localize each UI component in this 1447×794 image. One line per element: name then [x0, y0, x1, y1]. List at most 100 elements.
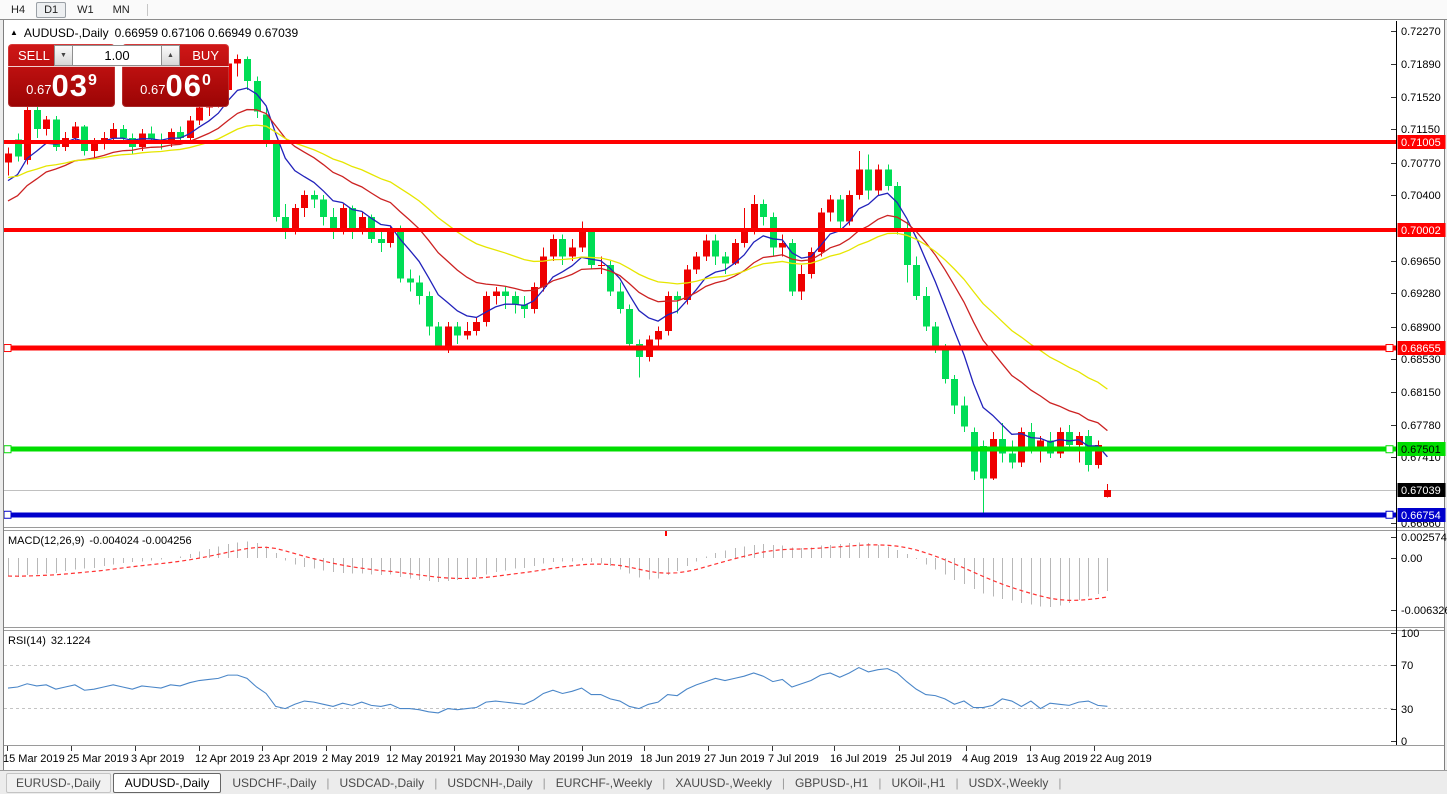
price-marker-label: 0.70002: [1401, 225, 1441, 237]
macd-tick-label: 0.00: [1401, 553, 1422, 565]
date-tick-label: 18 Jun 2019: [640, 753, 701, 765]
toolbar-separator: [146, 3, 148, 16]
price-tick-label: 0.67780: [1401, 420, 1441, 432]
date-tick-label: 12 Apr 2019: [195, 753, 254, 765]
chart-tab-eurusd-daily[interactable]: EURUSD-,Daily: [6, 773, 111, 793]
chart-tab-xauusd-weekly[interactable]: XAUUSD-,Weekly: [675, 776, 772, 790]
chart-tab-usdx-weekly[interactable]: USDX-,Weekly: [968, 776, 1049, 790]
volume-stepper: ▼ 1.00 ▲: [54, 45, 180, 66]
rsi-tick-label: 30: [1401, 704, 1413, 716]
price-tick-label: 0.69650: [1401, 256, 1441, 268]
macd-spike-mark: [665, 531, 667, 536]
chart-tab-usdchf-daily[interactable]: USDCHF-,Daily: [232, 776, 317, 790]
date-tick-label: 23 Apr 2019: [258, 753, 317, 765]
tab-separator: |: [781, 776, 785, 790]
price-tick-label: 0.70400: [1401, 190, 1441, 202]
sell-button-label: SELL: [18, 47, 50, 63]
date-tick-label: 4 Aug 2019: [962, 753, 1018, 765]
hline-handle[interactable]: [4, 445, 12, 454]
buy-price: 0.67 06 0: [122, 67, 229, 102]
chart-tab-gbpusd-h1[interactable]: GBPUSD-,H1: [794, 776, 869, 790]
hline-0.67501[interactable]: [4, 446, 1396, 452]
macd-indicator-label: MACD(12,26,9) -0.004024 -0.004256: [8, 535, 192, 547]
timeframe-h4-button[interactable]: H4: [11, 3, 26, 16]
collapse-panel-icon[interactable]: ▲: [10, 28, 18, 37]
tab-separator: |: [955, 776, 959, 790]
hline-handle[interactable]: [4, 344, 12, 353]
price-tick-label: 0.69280: [1401, 288, 1441, 300]
macd-tick-label: 0.002574: [1401, 532, 1447, 544]
buy-price-pip-digit: 0: [201, 72, 211, 89]
rsi-line: [7, 666, 1108, 714]
price-tick-label: 0.68150: [1401, 387, 1441, 399]
chart-ohlc-values: 0.66959 0.67106 0.66949 0.67039: [114, 26, 299, 40]
date-tick-label: 9 Jun 2019: [578, 753, 632, 765]
chart-tab-usdcad-daily[interactable]: USDCAD-,Daily: [339, 776, 425, 790]
sell-price: 0.67 03 9: [8, 67, 115, 102]
price-marker-label: 0.67039: [1401, 485, 1441, 497]
price-tick-label: 0.71890: [1401, 59, 1441, 71]
chart-tab-ukoil-h1[interactable]: UKOil-,H1: [891, 776, 946, 790]
date-tick-label: 16 Jul 2019: [830, 753, 887, 765]
hline-handle[interactable]: [4, 510, 12, 519]
price-marker-0.67039: [1397, 483, 1446, 497]
hline-0.71005[interactable]: [4, 139, 1396, 144]
volume-decrease-icon[interactable]: ▼: [54, 45, 73, 66]
price-marker-label: 0.67501: [1401, 444, 1441, 456]
macd-values: -0.004024 -0.004256: [89, 535, 192, 547]
rsi-pane[interactable]: [4, 664, 1396, 714]
buy-price-big-digits: 06: [165, 68, 202, 103]
timeframe-mn-button[interactable]: MN: [112, 3, 130, 16]
macd-pane[interactable]: [7, 531, 1108, 608]
volume-increase-icon[interactable]: ▲: [161, 45, 180, 66]
hline-handle[interactable]: [1385, 510, 1394, 519]
hline-handle[interactable]: [1385, 445, 1394, 454]
rsi-tick-label: 0: [1401, 736, 1407, 748]
rsi-tick-label: 70: [1401, 660, 1413, 672]
hline-0.68655[interactable]: [4, 345, 1396, 351]
date-tick-label: 13 Aug 2019: [1026, 753, 1088, 765]
price-axis[interactable]: 0.72270 0.71890 0.71520 0.71150 0.70770 0.704…: [1391, 26, 1447, 748]
volume-input[interactable]: 1.00: [73, 45, 161, 66]
chart-tab-audusd-daily[interactable]: AUDUSD-,Daily: [112, 773, 222, 793]
price-tick-label: 0.70770: [1401, 158, 1441, 170]
buy-button-label: BUY: [192, 47, 219, 63]
sell-button[interactable]: SELL: [8, 44, 115, 67]
pane-splitters[interactable]: [4, 527, 1444, 746]
price-marker-0.68655: [1397, 341, 1446, 355]
tab-separator: |: [878, 776, 882, 790]
macd-signal-line: [7, 544, 1108, 601]
hline-0.66754[interactable]: [4, 512, 1396, 518]
tab-separator: |: [1058, 776, 1062, 790]
hline-handle[interactable]: [1385, 344, 1394, 353]
date-tick-label: 7 Jul 2019: [768, 753, 819, 765]
date-tick-label: 30 May 2019: [514, 753, 578, 765]
timeframe-w1-button[interactable]: W1: [77, 3, 94, 16]
hline-0.70002[interactable]: [4, 227, 1396, 232]
tab-separator: |: [434, 776, 438, 790]
sell-price-pip-digit: 9: [87, 72, 97, 89]
chart-window-frame: [3, 19, 1445, 771]
chart-tab-usdcnh-daily[interactable]: USDCNH-,Daily: [447, 776, 533, 790]
time-axis[interactable]: 15 Mar 2019 25 Mar 2019 3 Apr 2019 12 Apr 2…: [3, 746, 1152, 765]
price-tick-label: 0.71520: [1401, 92, 1441, 104]
moving-average-slow-ema: [7, 124, 1108, 390]
rsi-indicator-label: RSI(14) 32.1224: [8, 635, 91, 647]
timeframe-d1-button[interactable]: D1: [36, 1, 67, 18]
one-click-trading-panel: SELL 0.67 03 9 BUY 0.67 06 0 ▼ 1.00 ▲: [8, 44, 229, 107]
buy-price-prefix: 0.67: [140, 82, 166, 97]
price-pane[interactable]: [4, 50, 1396, 519]
price-tick-label: 0.68900: [1401, 322, 1441, 334]
date-tick-label: 12 May 2019: [386, 753, 450, 765]
price-marker-0.70002: [1397, 223, 1446, 237]
price-marker-0.67501: [1397, 442, 1446, 456]
chart-tab-eurchf-weekly[interactable]: EURCHF-,Weekly: [555, 776, 653, 790]
date-tick-label: 3 Apr 2019: [131, 753, 184, 765]
price-marker-label: 0.71005: [1401, 137, 1441, 149]
date-tick-label: 27 Jun 2019: [704, 753, 765, 765]
buy-button[interactable]: BUY: [122, 44, 229, 67]
date-tick-label: 15 Mar 2019: [3, 753, 65, 765]
moving-average-fast-ema: [7, 87, 1108, 458]
